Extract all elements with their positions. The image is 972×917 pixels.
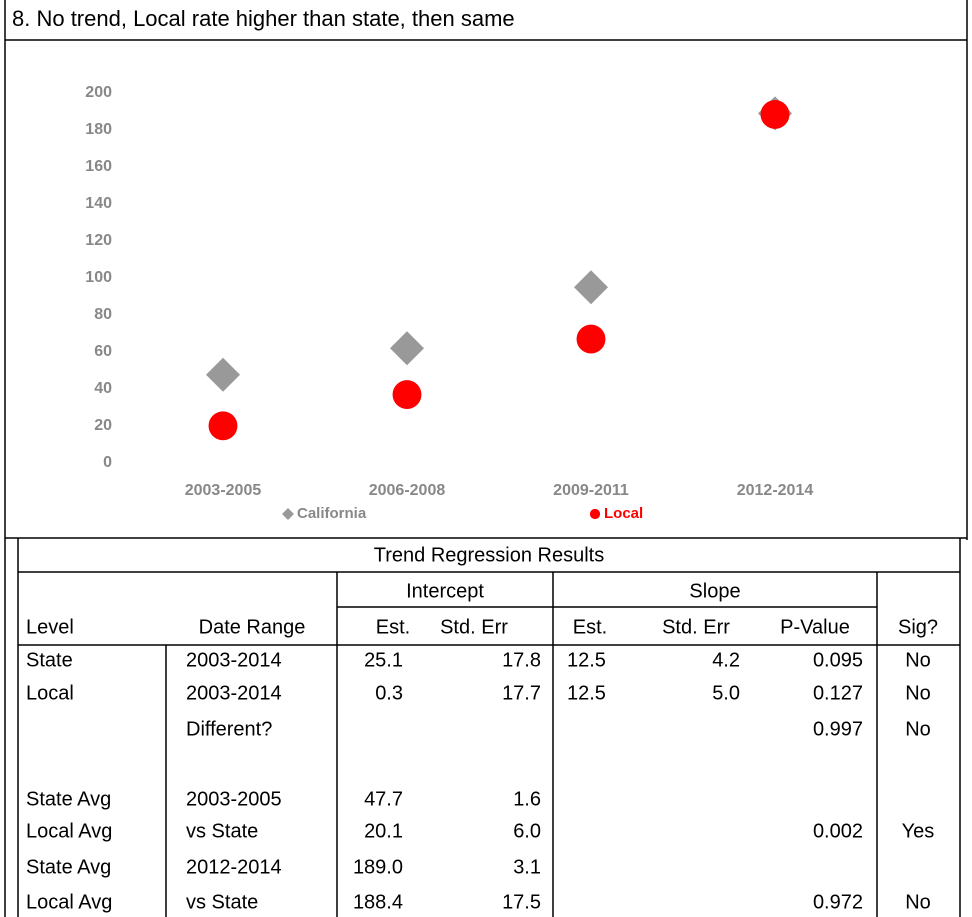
table-cell: 2003-2014	[186, 682, 282, 704]
x-tick-label: 2003-2005	[185, 482, 262, 499]
table-cell: 0.127	[813, 682, 863, 704]
y-tick-label: 160	[85, 158, 112, 175]
table-cell: 2003-2005	[186, 788, 282, 810]
point	[392, 380, 422, 409]
point	[206, 357, 240, 392]
point	[760, 100, 790, 129]
column-header: Level	[26, 616, 74, 638]
table-cell: Local Avg	[26, 891, 112, 913]
point	[208, 411, 238, 441]
table-cell: vs State	[186, 891, 258, 913]
y-tick-label: 180	[85, 121, 112, 138]
table-cell: 12.5	[567, 649, 606, 671]
table-cell: No	[905, 682, 931, 704]
table-cell: 6.0	[513, 820, 541, 842]
table-cell: 0.095	[813, 649, 863, 671]
table-cell: 12.5	[567, 682, 606, 704]
legend-label: California	[297, 505, 367, 522]
y-tick-label: 100	[85, 269, 112, 286]
table-cell: 20.1	[364, 820, 403, 842]
table-cell: No	[905, 649, 931, 671]
table-cell: 5.0	[712, 682, 740, 704]
table-cell: Different?	[186, 718, 272, 740]
column-header: Est.	[376, 616, 410, 638]
group-header: Intercept	[406, 580, 484, 602]
table-cell: 25.1	[364, 649, 403, 671]
table-cell: State Avg	[26, 856, 111, 878]
y-tick-label: 0	[103, 454, 112, 471]
table-cell: 47.7	[364, 788, 403, 810]
column-header: Date Range	[199, 616, 306, 638]
group-header: Slope	[689, 580, 740, 602]
legend-marker	[282, 508, 294, 520]
table-cell: 0.972	[813, 891, 863, 913]
x-tick-label: 2012-2014	[737, 482, 814, 499]
column-header: P-Value	[780, 616, 850, 638]
table-cell: 4.2	[712, 649, 740, 671]
table-cell: 17.8	[502, 649, 541, 671]
x-tick-label: 2009-2011	[553, 482, 629, 499]
table-cell: Yes	[902, 820, 935, 842]
column-header: Sig?	[898, 616, 938, 638]
point	[574, 270, 608, 305]
table-cell: 1.6	[513, 788, 541, 810]
table-cell: 2012-2014	[186, 856, 282, 878]
table-cell: 17.7	[502, 682, 541, 704]
legend-marker	[589, 508, 601, 520]
table-cell: State Avg	[26, 788, 111, 810]
y-tick-label: 200	[85, 84, 112, 101]
table-cell: Local Avg	[26, 820, 112, 842]
table-cell: No	[905, 891, 931, 913]
table-cell: 0.002	[813, 820, 863, 842]
chart-title: 8. No trend, Local rate higher than stat…	[12, 6, 515, 31]
table-cell: 2003-2014	[186, 649, 282, 671]
y-tick-label: 20	[94, 417, 112, 434]
column-header: Std. Err	[662, 616, 730, 638]
table-cell: 0.997	[813, 718, 863, 740]
y-tick-label: 120	[85, 232, 112, 249]
table-cell: 3.1	[513, 856, 541, 878]
table-title: Trend Regression Results	[374, 544, 604, 566]
table-cell: 0.3	[375, 682, 403, 704]
table-cell: Local	[26, 682, 74, 704]
y-tick-label: 40	[94, 380, 112, 397]
y-tick-label: 60	[94, 343, 112, 360]
table-cell: State	[26, 649, 73, 671]
y-tick-label: 140	[85, 195, 112, 212]
legend-label: Local	[604, 505, 643, 522]
x-tick-label: 2006-2008	[369, 482, 446, 499]
column-header: Std. Err	[440, 616, 508, 638]
column-header: Est.	[573, 616, 607, 638]
table-cell: vs State	[186, 820, 258, 842]
table-cell: 189.0	[353, 856, 403, 878]
y-tick-label: 80	[94, 306, 112, 323]
point	[390, 331, 424, 366]
table-cell: 188.4	[353, 891, 403, 913]
point	[576, 324, 606, 354]
table-cell: No	[905, 718, 931, 740]
table-cell: 17.5	[502, 891, 541, 913]
